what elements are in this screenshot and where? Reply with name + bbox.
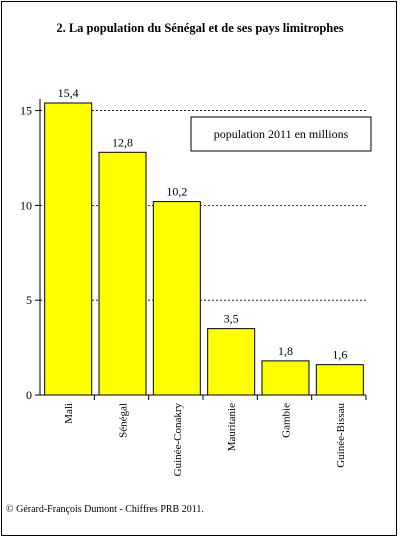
value-label-mauritanie: 3,5 xyxy=(224,312,239,326)
category-labels: Mali Sénégal Guinée-Conakry Mauritanie Gambi… xyxy=(63,403,347,477)
value-label-mali: 15,4 xyxy=(58,86,79,100)
chart-title: 2. La population du Sénégal et de ses pa… xyxy=(56,21,343,35)
category-label-guin-e-bissau: Guinée-Bissau xyxy=(335,403,347,468)
bar-gambie xyxy=(261,360,310,396)
category-label-s-n-gal: Sénégal xyxy=(118,403,130,438)
bar-guin-e-bissau xyxy=(315,364,364,396)
y-tick-label-0: 0 xyxy=(26,388,32,402)
bar-s-n-gal xyxy=(98,151,147,396)
value-label-gambie: 1,8 xyxy=(278,344,293,358)
bars xyxy=(44,102,364,396)
category-label-mali: Mali xyxy=(63,403,75,424)
bar-mali xyxy=(44,102,93,396)
y-tick-label-5: 5 xyxy=(26,293,32,307)
y-tick-label-15: 15 xyxy=(20,104,32,118)
value-label-guin-e-bissau: 1,6 xyxy=(332,348,347,362)
value-label-guin-e-conakry: 10,2 xyxy=(166,185,187,199)
value-label-s-n-gal: 12,8 xyxy=(112,135,133,149)
category-label-guin-e-conakry: Guinée-Conakry xyxy=(172,403,184,477)
y-tick-label-10: 10 xyxy=(20,198,32,212)
value-labels: 15,4 12,8 10,2 3,5 1,8 1,6 xyxy=(58,86,348,362)
legend-box xyxy=(190,116,372,152)
category-label-mauritanie: Mauritanie xyxy=(226,403,238,451)
legend-text: population 2011 en millions xyxy=(214,127,349,141)
bar-mauritanie xyxy=(207,328,256,396)
source-note: © Gérard-François Dumont - Chiffres PRB … xyxy=(6,504,204,515)
y-axis: 0 5 10 15 xyxy=(20,99,367,402)
category-label-gambie: Gambie xyxy=(281,403,293,438)
bar-guin-e-conakry xyxy=(152,201,201,396)
